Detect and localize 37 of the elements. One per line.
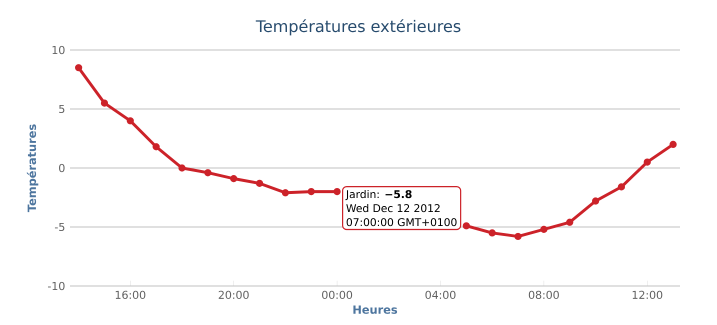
y-tick-label: -5	[54, 222, 64, 232]
x-tick-label: 08:00	[528, 290, 559, 299]
point	[152, 143, 160, 150]
point	[126, 117, 134, 124]
point	[462, 222, 470, 230]
point	[230, 175, 238, 182]
annotation: 07:00:00 GMT+0100	[346, 218, 457, 226]
y-axis-title: Températures	[26, 124, 38, 212]
point	[592, 197, 600, 205]
x-tick-label: 04:00	[425, 290, 456, 299]
y-tick-label: 0	[59, 164, 65, 172]
x-tick-label: 16:00	[116, 290, 146, 299]
point	[644, 158, 651, 166]
chart-title: Températures extérieures	[256, 19, 460, 36]
point	[308, 188, 315, 196]
x-tick-label: 12:00	[632, 290, 662, 299]
point	[618, 183, 626, 190]
point	[75, 64, 82, 72]
annotation: Wed Dec 12 2012	[346, 204, 440, 212]
annotation: Jardin: −5.8	[345, 190, 412, 200]
point	[282, 189, 290, 196]
y-tick-label: -10	[48, 282, 65, 290]
point	[670, 140, 677, 148]
point	[100, 99, 108, 107]
point	[333, 188, 341, 196]
y-tick-label: 10	[52, 46, 65, 54]
x-tick-label: 20:00	[218, 290, 249, 299]
point	[488, 229, 496, 237]
x-tick-label: 00:00	[322, 290, 352, 299]
point	[540, 226, 548, 233]
point	[204, 169, 212, 176]
x-axis-title: Heures	[353, 305, 398, 314]
point	[256, 180, 264, 187]
point	[566, 218, 574, 226]
point	[178, 164, 186, 172]
point	[514, 232, 522, 240]
y-tick-label: 5	[59, 104, 64, 114]
